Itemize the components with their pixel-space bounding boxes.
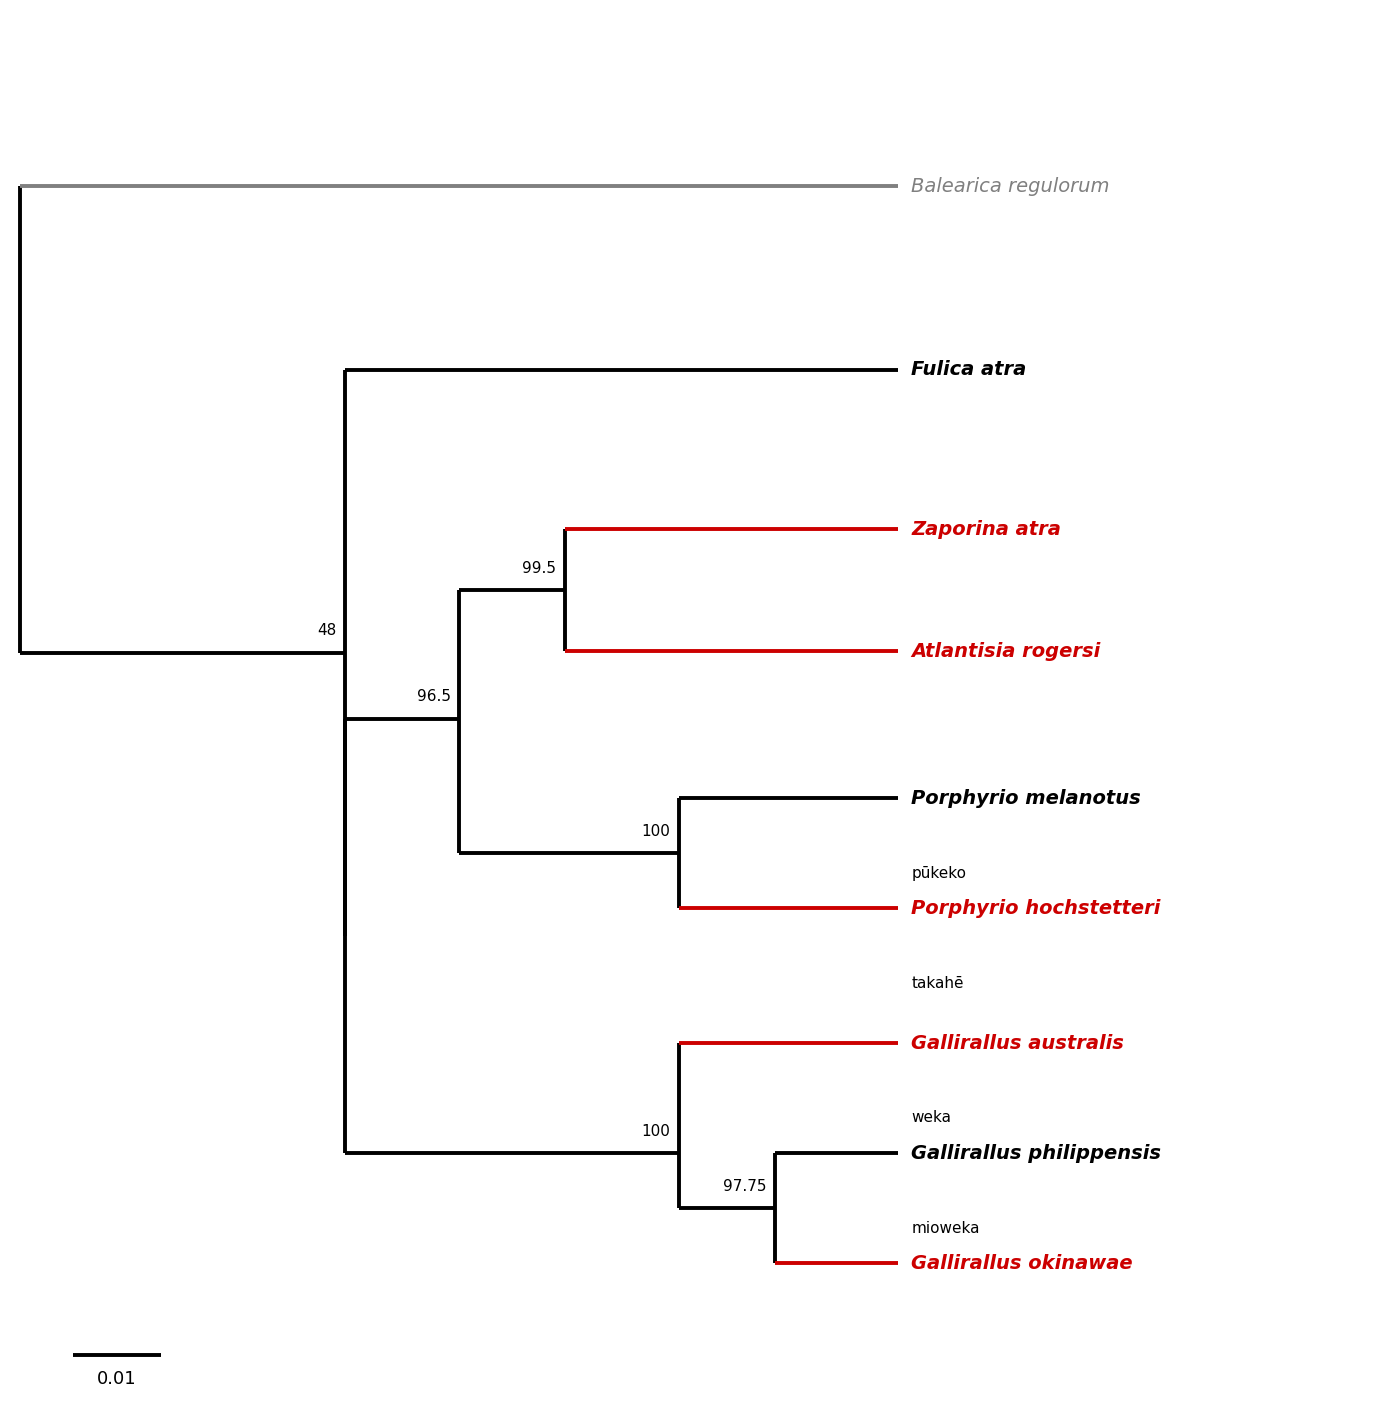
Text: Fulica atra: Fulica atra — [912, 360, 1027, 380]
Text: Balearica regulorum: Balearica regulorum — [912, 177, 1110, 196]
Text: Porphyrio melanotus: Porphyrio melanotus — [912, 788, 1142, 808]
Text: 96.5: 96.5 — [417, 690, 451, 704]
Text: 100: 100 — [641, 1123, 670, 1139]
Text: Gallirallus australis: Gallirallus australis — [912, 1033, 1124, 1053]
Text: Zaporina atra: Zaporina atra — [912, 520, 1062, 538]
Text: pūkeko: pūkeko — [912, 866, 966, 880]
Text: takahē: takahē — [912, 976, 965, 991]
Text: 48: 48 — [317, 623, 336, 639]
Text: Gallirallus philippensis: Gallirallus philippensis — [912, 1143, 1161, 1163]
Text: 99.5: 99.5 — [522, 561, 556, 575]
Text: 100: 100 — [641, 824, 670, 839]
Text: Porphyrio hochstetteri: Porphyrio hochstetteri — [912, 899, 1161, 918]
Text: 97.75: 97.75 — [722, 1178, 767, 1194]
Text: Atlantisia rogersi: Atlantisia rogersi — [912, 642, 1100, 661]
Text: 0.01: 0.01 — [97, 1369, 137, 1388]
Text: Gallirallus okinawae: Gallirallus okinawae — [912, 1253, 1133, 1273]
Text: weka: weka — [912, 1111, 951, 1125]
Text: mioweka: mioweka — [912, 1221, 980, 1235]
